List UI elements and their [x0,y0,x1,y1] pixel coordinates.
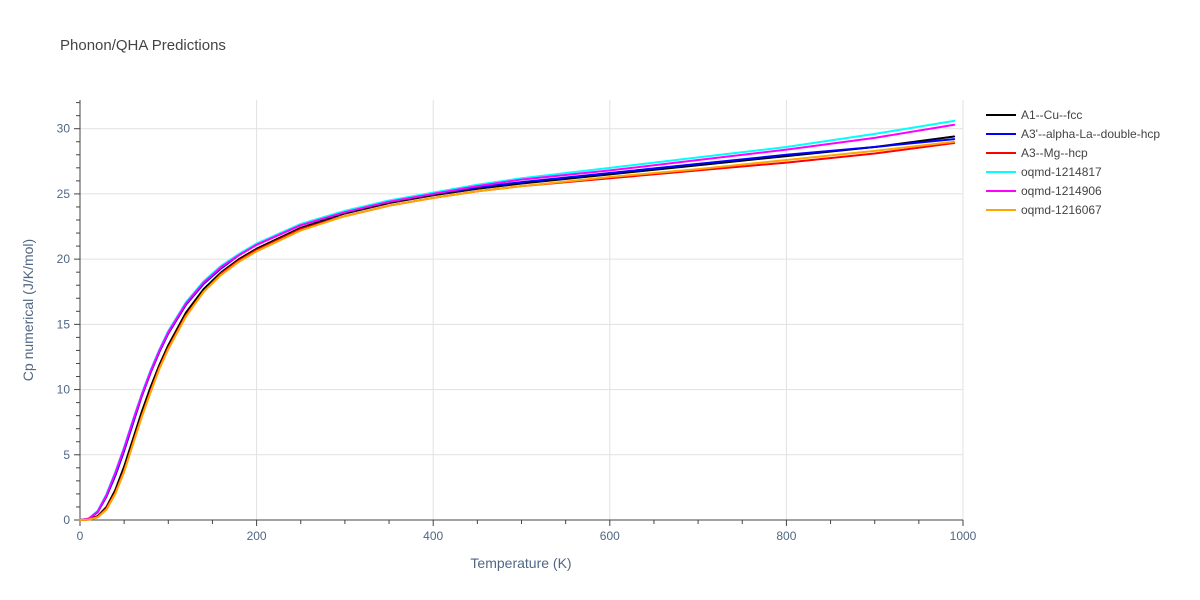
legend-item[interactable]: A1--Cu--fcc [986,108,1082,122]
x-tick-label: 0 [77,529,84,543]
chart-title: Phonon/QHA Predictions [60,37,226,54]
legend-label: A1--Cu--fcc [1021,108,1082,122]
x-tick-label: 800 [776,529,796,543]
y-tick-label: 5 [63,448,70,462]
legend[interactable]: A1--Cu--fcc A3'--alpha-La--double-hcp A3--… [986,108,1160,217]
y-axis-title: Cp numerical (J/K/mol) [20,239,36,381]
series-line-5 [79,123,956,521]
series-line-1 [79,135,956,521]
legend-label: oqmd-1214817 [1021,165,1102,179]
legend-label: A3--Mg--hcp [1021,146,1088,160]
series-lines [79,119,956,521]
legend-item[interactable]: oqmd-1214817 [986,165,1102,179]
x-axis-title: Temperature (K) [470,555,571,571]
legend-item[interactable]: oqmd-1216067 [986,203,1102,217]
y-tick-label: 20 [57,252,71,266]
x-tick-label: 400 [423,529,443,543]
series-line-6 [79,140,956,521]
y-tick-label: 0 [63,513,70,527]
y-tick-label: 10 [57,383,71,397]
legend-label: oqmd-1216067 [1021,203,1102,217]
legend-item[interactable]: oqmd-1214906 [986,184,1102,198]
x-axis-ticks: 0 200 400 600 800 1000 [77,520,977,543]
legend-item[interactable]: A3--Mg--hcp [986,146,1088,160]
x-tick-label: 600 [600,529,620,543]
y-tick-label: 30 [57,122,71,136]
x-tick-label: 1000 [950,529,977,543]
legend-item[interactable]: A3'--alpha-La--double-hcp [986,127,1160,141]
y-axis-ticks: 0 5 10 15 20 25 30 [57,102,80,527]
y-tick-label: 25 [57,187,71,201]
legend-label: oqmd-1214906 [1021,184,1102,198]
y-tick-label: 15 [57,317,71,331]
legend-label: A3'--alpha-La--double-hcp [1021,127,1160,141]
x-tick-label: 200 [247,529,267,543]
